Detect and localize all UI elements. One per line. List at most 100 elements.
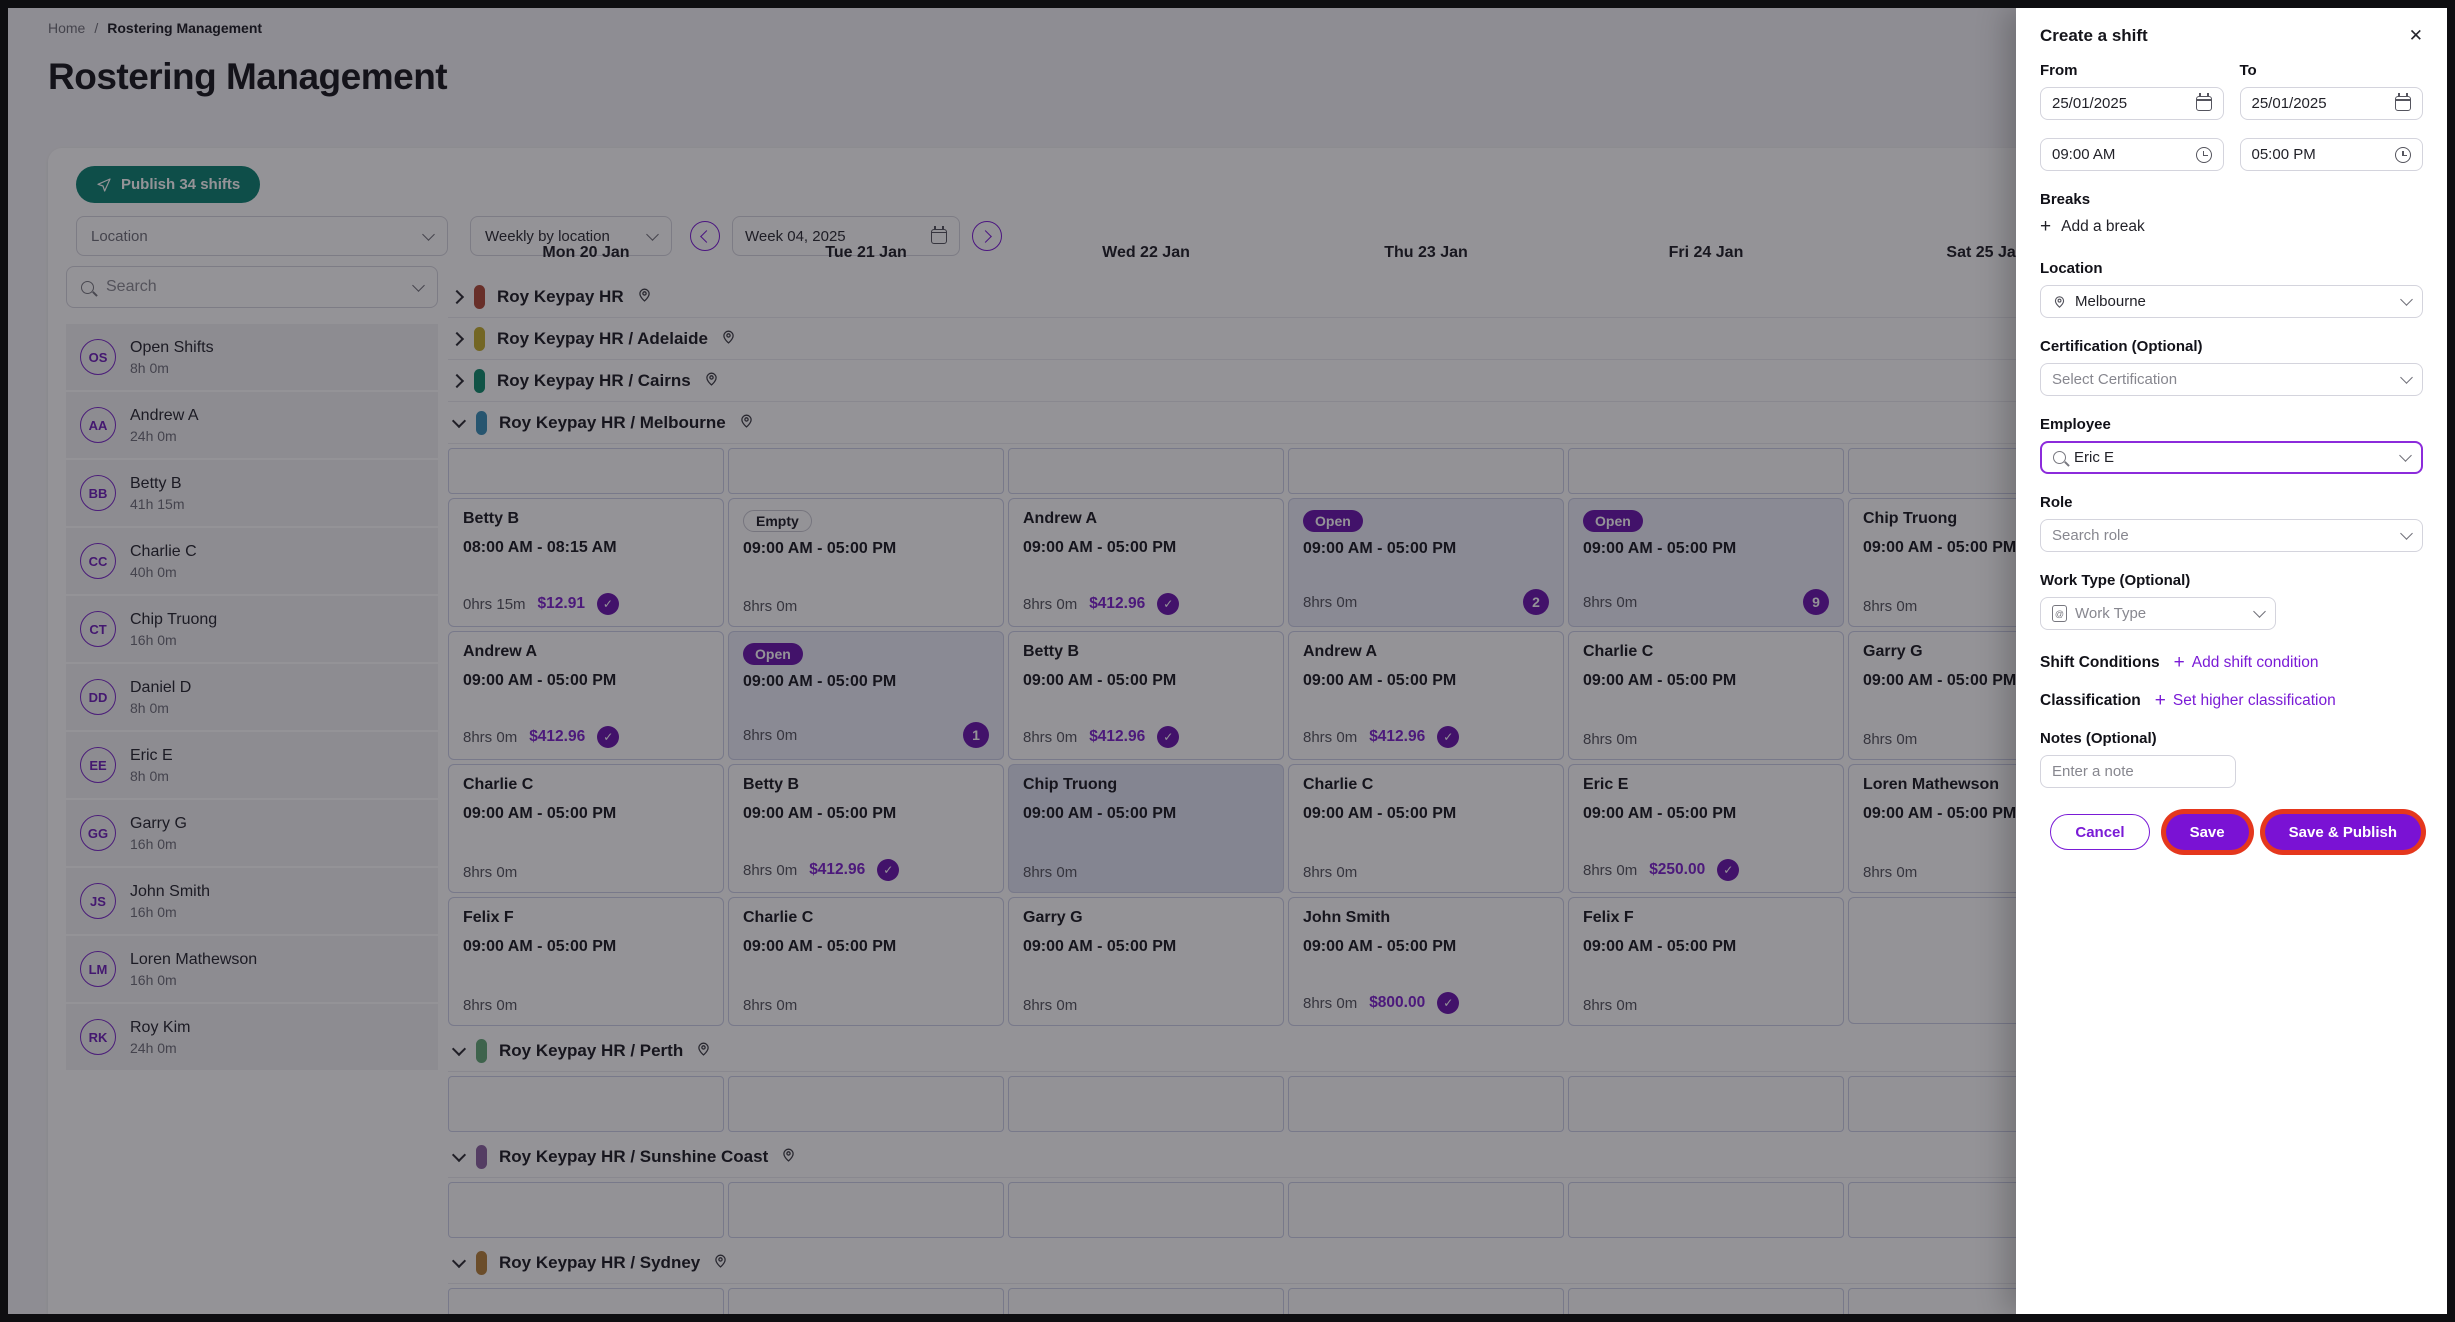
add-shift-condition-link[interactable]: Add shift condition — [2174, 652, 2319, 674]
close-icon[interactable]: ✕ — [2408, 26, 2423, 45]
shift-card[interactable]: Andrew A 09:00 AM - 05:00 PM 8hrs 0m $412.9… — [1008, 498, 1284, 627]
approved-check-icon: ✓ — [1157, 593, 1180, 615]
open-shift-card[interactable]: Open 09:00 AM - 05:00 PM 8hrs 0m 9 — [1568, 498, 1844, 627]
empty-slot-cell[interactable] — [1008, 1076, 1284, 1132]
view-mode-select[interactable]: Weekly by location — [470, 216, 672, 256]
group-row[interactable]: Roy Keypay HR — [448, 276, 2447, 318]
shift-card[interactable]: Felix F 09:00 AM - 05:00 PM 8hrs 0m — [448, 897, 724, 1026]
shift-card[interactable]: Andrew A 09:00 AM - 05:00 PM 8hrs 0m $412.9… — [1288, 631, 1564, 760]
employee-select[interactable]: Eric E — [2040, 441, 2423, 474]
empty-slot-cell[interactable] — [448, 448, 724, 494]
avatar: CT — [80, 611, 116, 647]
avatar: AA — [80, 407, 116, 443]
shift-card[interactable]: Felix F 09:00 AM - 05:00 PM 8hrs 0m — [1568, 897, 1844, 1026]
empty-slot-cell[interactable] — [448, 1288, 724, 1314]
group-row[interactable]: Roy Keypay HR / Sunshine Coast — [448, 1136, 2447, 1178]
empty-slot-cell[interactable] — [448, 1182, 724, 1238]
group-row[interactable]: Roy Keypay HR / Adelaide — [448, 318, 2447, 360]
to-date-input[interactable]: 25/01/2025 — [2239, 87, 2423, 120]
empty-slot-cell[interactable] — [1568, 448, 1844, 494]
to-time-input[interactable]: 05:00 PM — [2239, 138, 2423, 171]
empty-slot-cell[interactable] — [1008, 1182, 1284, 1238]
group-row[interactable]: Roy Keypay HR / Sydney — [448, 1242, 2447, 1284]
empty-slot-row — [448, 1076, 2447, 1132]
shift-card[interactable]: Charlie C 09:00 AM - 05:00 PM 8hrs 0m — [1288, 764, 1564, 893]
empty-slot-cell[interactable] — [728, 1182, 1004, 1238]
employee-search-select[interactable]: Search — [66, 266, 438, 308]
shift-card[interactable]: Andrew A 09:00 AM - 05:00 PM 8hrs 0m $412.9… — [448, 631, 724, 760]
employee-row[interactable]: RK Roy Kim 24h 0m — [66, 1004, 438, 1070]
employee-row[interactable]: LM Loren Mathewson 16h 0m — [66, 936, 438, 1002]
group-row[interactable]: Roy Keypay HR / Cairns — [448, 360, 2447, 402]
avatar: DD — [80, 679, 116, 715]
shift-time: 09:00 AM - 05:00 PM — [1863, 805, 2017, 822]
shift-meta: 8hrs 0m 1 — [743, 722, 989, 748]
add-break-button[interactable]: Add a break — [2040, 216, 2423, 238]
open-shift-card[interactable]: Open 09:00 AM - 05:00 PM 8hrs 0m 1 — [728, 631, 1004, 760]
shift-card[interactable]: Eric E 09:00 AM - 05:00 PM 8hrs 0m $250.00 ✓ — [1568, 764, 1844, 893]
notes-input[interactable] — [2040, 755, 2236, 788]
empty-slot-cell[interactable] — [728, 448, 1004, 494]
employee-row[interactable]: DD Daniel D 8h 0m — [66, 664, 438, 730]
group-row[interactable]: Roy Keypay HR / Melbourne — [448, 402, 2447, 444]
shift-card[interactable]: Empty 09:00 AM - 05:00 PM 8hrs 0m — [728, 498, 1004, 627]
empty-slot-cell[interactable] — [1288, 1288, 1564, 1314]
shift-duration: 8hrs 0m — [1023, 728, 1078, 746]
save-and-publish-button[interactable]: Save & Publish — [2264, 814, 2421, 850]
employee-row[interactable]: GG Garry G 16h 0m — [66, 800, 438, 866]
employee-row[interactable]: OS Open Shifts 8h 0m — [66, 324, 438, 390]
from-date-input[interactable]: 25/01/2025 — [2040, 87, 2224, 120]
empty-slot-cell[interactable] — [1568, 1076, 1844, 1132]
publish-shifts-button[interactable]: Publish 34 shifts — [76, 166, 261, 203]
location-filter-select[interactable]: Location — [76, 216, 448, 256]
location-select[interactable]: Melbourne — [2040, 285, 2423, 318]
map-pin-icon — [783, 1148, 794, 1162]
employee-row[interactable]: CT Chip Truong 16h 0m — [66, 596, 438, 662]
work-type-select[interactable]: @ Work Type — [2040, 597, 2276, 630]
shift-card[interactable]: John Smith 09:00 AM - 05:00 PM 8hrs 0m $800… — [1288, 897, 1564, 1026]
previous-week-button[interactable] — [690, 221, 720, 251]
empty-slot-cell[interactable] — [728, 1076, 1004, 1132]
employee-row[interactable]: BB Betty B 41h 15m — [66, 460, 438, 526]
save-button[interactable]: Save — [2165, 814, 2249, 850]
employee-row[interactable]: JS John Smith 16h 0m — [66, 868, 438, 934]
group-row[interactable]: Roy Keypay HR / Perth — [448, 1030, 2447, 1072]
from-time-input[interactable]: 09:00 AM — [2040, 138, 2224, 171]
empty-slot-cell[interactable] — [1568, 1288, 1844, 1314]
day-header: Tue 21 Jan — [825, 244, 907, 261]
empty-slot-cell[interactable] — [1008, 1288, 1284, 1314]
cancel-button[interactable]: Cancel — [2050, 814, 2150, 850]
next-week-button[interactable] — [972, 221, 1002, 251]
shift-card[interactable]: Charlie C 09:00 AM - 05:00 PM 8hrs 0m — [448, 764, 724, 893]
empty-slot-cell[interactable] — [1288, 1182, 1564, 1238]
location-filter-value: Location — [91, 227, 148, 245]
empty-slot-cell[interactable] — [1008, 448, 1284, 494]
certification-select[interactable]: Select Certification — [2040, 363, 2423, 396]
shift-card[interactable]: Garry G 09:00 AM - 05:00 PM 8hrs 0m — [1008, 897, 1284, 1026]
breadcrumb-home-link[interactable]: Home — [48, 20, 86, 36]
open-shift-card[interactable]: Open 09:00 AM - 05:00 PM 8hrs 0m 2 — [1288, 498, 1564, 627]
role-select[interactable]: Search role — [2040, 519, 2423, 552]
employee-hours: 16h 0m — [130, 835, 177, 852]
group-name: Roy Keypay HR / Sunshine Coast — [499, 1146, 769, 1166]
set-higher-classification-link[interactable]: Set higher classification — [2155, 690, 2336, 712]
shift-card[interactable]: Chip Truong 09:00 AM - 05:00 PM 8hrs 0m — [1008, 764, 1284, 893]
shift-card[interactable]: Charlie C 09:00 AM - 05:00 PM 8hrs 0m — [728, 897, 1004, 1026]
empty-slot-cell[interactable] — [448, 1076, 724, 1132]
empty-slot-cell[interactable] — [728, 1288, 1004, 1314]
shift-card[interactable]: Betty B 09:00 AM - 05:00 PM 8hrs 0m $412.96… — [1008, 631, 1284, 760]
day-header: Thu 23 Jan — [1384, 244, 1468, 261]
map-pin-icon — [723, 330, 734, 344]
employee-row[interactable]: CC Charlie C 40h 0m — [66, 528, 438, 594]
empty-slot-cell[interactable] — [1568, 1182, 1844, 1238]
employee-row[interactable]: EE Eric E 8h 0m — [66, 732, 438, 798]
shift-card[interactable]: Charlie C 09:00 AM - 05:00 PM 8hrs 0m — [1568, 631, 1844, 760]
empty-slot-cell[interactable] — [1288, 1076, 1564, 1132]
empty-slot-cell[interactable] — [1288, 448, 1564, 494]
to-time-value: 05:00 PM — [2251, 146, 2316, 163]
employee-row[interactable]: AA Andrew A 24h 0m — [66, 392, 438, 458]
shift-card[interactable]: Betty B 08:00 AM - 08:15 AM 0hrs 15m $12.91… — [448, 498, 724, 627]
week-picker[interactable]: Week 04, 2025 — [732, 216, 960, 256]
employee-name: Chip Truong — [130, 610, 218, 628]
shift-card[interactable]: Betty B 09:00 AM - 05:00 PM 8hrs 0m $412.96… — [728, 764, 1004, 893]
